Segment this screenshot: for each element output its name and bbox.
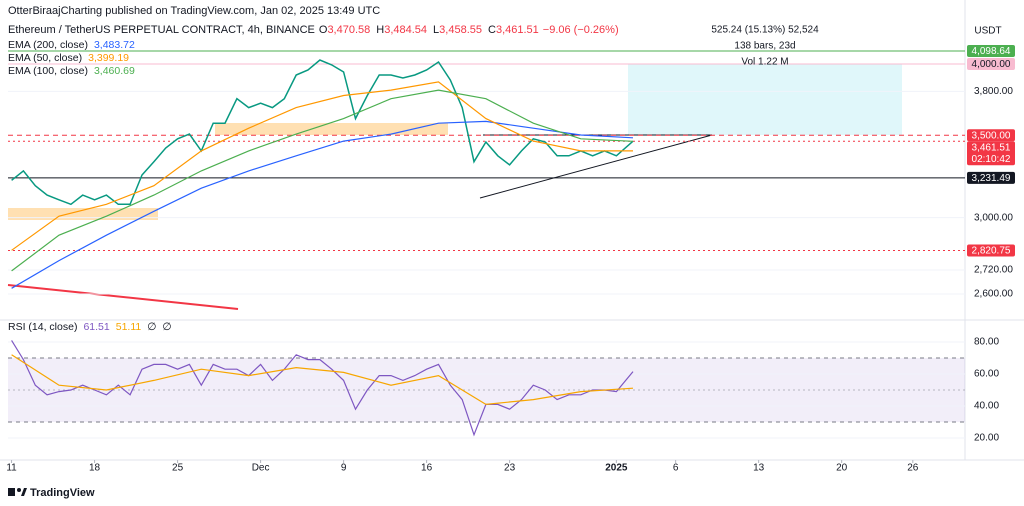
price-label: 4,000.00 xyxy=(972,59,1011,70)
ohlc-key: C xyxy=(488,24,496,36)
brand: TradingView xyxy=(30,487,95,499)
legend-name: EMA (100, close) xyxy=(8,65,88,77)
change: −9.06 (−0.26%) xyxy=(542,24,619,36)
ohlc: O3,470.58 H3,484.54 L3,458.55 C3,461.51 xyxy=(319,24,539,36)
publisher: OtterBiraajCharting published on Trading… xyxy=(8,5,380,17)
x-tick-label: 26 xyxy=(907,463,919,474)
price-label-bg xyxy=(967,171,1015,184)
ohlc-key: O xyxy=(318,24,328,36)
price-label: 4,098.64 xyxy=(972,46,1011,57)
price-countdown: 02:10:42 xyxy=(972,154,1011,165)
price-label-bg xyxy=(967,141,1015,166)
y-tick-label: 40.00 xyxy=(974,401,999,412)
y-tick-label: 20.00 xyxy=(974,433,999,444)
x-tick-label: 25 xyxy=(172,463,184,474)
legend-extra: ∅ xyxy=(147,321,156,333)
series-line xyxy=(11,354,634,406)
series-line xyxy=(11,120,634,289)
measure-text: 525.24 (15.13%) 52,524 xyxy=(711,25,819,36)
legend-value: 51.11 xyxy=(116,321,142,333)
legend-value: 61.51 xyxy=(83,321,109,333)
ohlc-value: 3,461.51 xyxy=(495,24,539,36)
symbol: Ethereum / TetherUS PERPETUAL CONTRACT, … xyxy=(8,24,315,36)
legend-name: EMA (200, close) xyxy=(8,39,88,51)
x-tick-label: 2025 xyxy=(605,463,628,474)
price-label: 3,461.51 xyxy=(972,142,1011,153)
legend-value: 3,483.72 xyxy=(94,39,135,51)
measure-box xyxy=(628,64,902,135)
indicator-title: RSI (14, close) xyxy=(8,321,77,333)
legend-extra: ∅ xyxy=(162,321,171,333)
x-tick-label: 9 xyxy=(341,463,347,474)
symbol-row: Ethereum / TetherUS PERPETUAL CONTRACT, … xyxy=(8,24,619,36)
price-label-bg xyxy=(967,44,1015,57)
series-line xyxy=(11,89,634,272)
y-tick-label: 60.00 xyxy=(974,369,999,380)
series-line xyxy=(11,81,633,251)
ohlc-key: L xyxy=(433,24,440,36)
legend-name: EMA (50, close) xyxy=(8,52,82,64)
y-tick-label: 2,600.00 xyxy=(974,289,1013,300)
currency: USDT xyxy=(974,26,1001,37)
ohlc-item: H3,484.54 xyxy=(376,24,427,36)
price-label: 3,231.49 xyxy=(972,173,1011,184)
supply-zone xyxy=(215,123,448,135)
y-tick-label: 80.00 xyxy=(974,337,999,348)
x-tick-label: 16 xyxy=(421,463,433,474)
brand-logo: TradingView xyxy=(8,487,95,499)
x-tick-label: 6 xyxy=(673,463,679,474)
ohlc-item: C3,461.51 xyxy=(488,24,539,36)
ohlc-item: O3,470.58 xyxy=(319,24,370,36)
volume-text: Vol 1.22 M xyxy=(741,57,788,68)
price-label: 2,820.75 xyxy=(972,246,1011,257)
price-label-bg xyxy=(967,57,1015,70)
price-label-bg xyxy=(967,129,1015,142)
ohlc-value: 3,484.54 xyxy=(384,24,428,36)
price-label-bg xyxy=(967,244,1015,257)
ohlc-item: L3,458.55 xyxy=(433,24,482,36)
legend-value: 3,399.19 xyxy=(88,52,129,64)
x-tick-label: 11 xyxy=(6,463,17,474)
triangle-support xyxy=(479,134,713,199)
rsi-band xyxy=(8,358,965,422)
plot: 2,600.00 2,720.00 3,000.00 3,800.00 4,098.64… xyxy=(8,44,1015,463)
x-tick-label: 20 xyxy=(836,463,848,474)
bars-text: 138 bars, 23d xyxy=(734,41,795,52)
ohlc-value: 3,470.58 xyxy=(327,24,371,36)
trend-line xyxy=(7,284,239,310)
ohlc-key: H xyxy=(376,24,385,36)
x-tick-label: Dec xyxy=(252,463,270,474)
y-tick-label: 2,720.00 xyxy=(974,265,1013,276)
y-tick-label: 3,800.00 xyxy=(974,86,1013,97)
demand-zone xyxy=(8,208,158,220)
x-tick-label: 23 xyxy=(504,463,516,474)
y-tick-label: 3,000.00 xyxy=(974,212,1013,223)
price-label: 3,500.00 xyxy=(972,130,1011,141)
x-tick-label: 18 xyxy=(89,463,101,474)
x-tick-label: 13 xyxy=(753,463,765,474)
ohlc-value: 3,458.55 xyxy=(439,24,482,36)
legend-value: 3,460.69 xyxy=(94,65,135,77)
